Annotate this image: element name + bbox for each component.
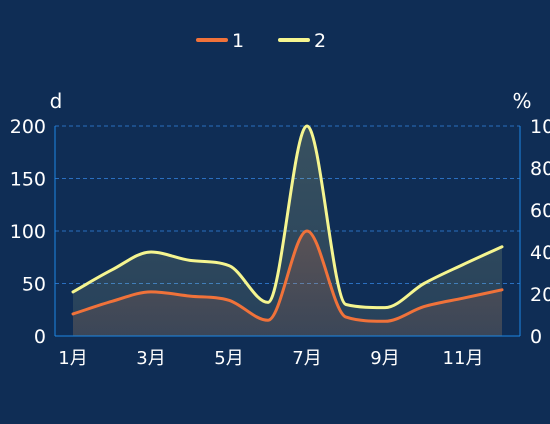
series-2-line[interactable] (71, 124, 504, 310)
legend-item-2[interactable]: 2 (278, 30, 326, 52)
y-right-tick-label: 0 (530, 326, 542, 348)
series-1-line[interactable] (71, 229, 504, 323)
y-right-tick-label: 80 (530, 158, 550, 180)
x-tick-label: 3月 (136, 348, 165, 369)
area-fills (73, 126, 502, 336)
x-tick-label: 1月 (58, 348, 87, 369)
series-lines (71, 124, 504, 323)
x-tick-label: 5月 (214, 348, 243, 369)
series-1-area (73, 231, 502, 336)
y-right-tick-label: 60 (530, 200, 550, 222)
y-left-tick-label: 50 (22, 274, 46, 296)
series-2-area (73, 126, 502, 336)
y-axis-left-label: d (50, 89, 63, 113)
y-left-tick-label: 150 (10, 169, 46, 191)
y-right-tick-label: 40 (530, 242, 550, 264)
y-axis-right-label: % (512, 89, 531, 113)
y-right-tick-label: 100 (530, 116, 550, 138)
x-tick-label: 9月 (370, 348, 399, 369)
legend-item-1[interactable]: 1 (196, 30, 244, 52)
y-left-tick-label: 200 (10, 116, 46, 138)
legend-label: 2 (314, 30, 326, 52)
x-tick-label: 11月 (443, 348, 484, 369)
x-tick-label: 7月 (292, 348, 321, 369)
y-right-tick-label: 20 (530, 284, 550, 306)
y-left-tick-label: 100 (10, 221, 46, 243)
legend-label: 1 (232, 30, 244, 52)
y-left-tick-label: 0 (34, 326, 46, 348)
axes: 0 50 100 150 200 0 20 40 60 80 100 d% 1月 3月 5月 7月 9月 11月 (10, 89, 550, 369)
